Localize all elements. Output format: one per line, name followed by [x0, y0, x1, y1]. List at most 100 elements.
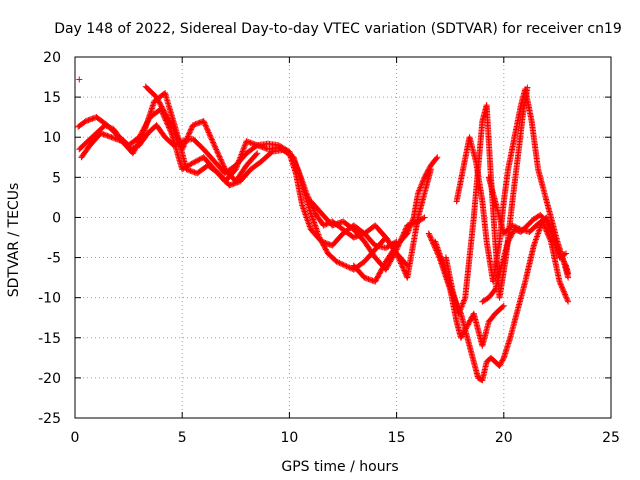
- data-point: [396, 257, 403, 264]
- data-point: [562, 261, 569, 268]
- data-point: [169, 123, 176, 130]
- data-point: [174, 134, 181, 141]
- data-point: [428, 236, 435, 243]
- data-point: [563, 295, 570, 302]
- data-point: [422, 171, 429, 178]
- data-point: [512, 223, 519, 230]
- data-point: [557, 280, 564, 287]
- data-point: [565, 298, 572, 305]
- series-track-4: [142, 83, 260, 185]
- data-point: [218, 159, 225, 166]
- data-point: [322, 246, 329, 253]
- data-point: [376, 270, 383, 277]
- data-point: [372, 278, 379, 285]
- data-point: [513, 224, 520, 231]
- data-point: [498, 358, 505, 365]
- data-point: [340, 261, 347, 268]
- data-point: [168, 122, 175, 129]
- data-point: [170, 142, 177, 149]
- data-point: [399, 264, 406, 271]
- outlier-point: [76, 76, 83, 83]
- y-tick-label: 10: [43, 130, 61, 146]
- data-point: [319, 239, 326, 246]
- data-point: [563, 294, 570, 301]
- data-point: [428, 237, 435, 244]
- data-point: [206, 130, 213, 137]
- data-point: [507, 233, 514, 240]
- data-point: [215, 152, 222, 159]
- data-point: [491, 287, 498, 294]
- data-point: [379, 265, 386, 272]
- data-point: [556, 278, 563, 285]
- data-point: [323, 247, 330, 254]
- data-point: [191, 159, 198, 166]
- data-point: [421, 214, 428, 221]
- data-point: [559, 285, 566, 292]
- data-point: [499, 357, 506, 364]
- data-point: [201, 119, 208, 126]
- data-point: [132, 144, 139, 151]
- data-point: [159, 106, 166, 113]
- data-point: [161, 108, 168, 115]
- data-point: [135, 139, 142, 146]
- data-point: [220, 162, 227, 169]
- data-point: [131, 147, 138, 154]
- data-point: [102, 122, 109, 129]
- data-point: [560, 258, 567, 265]
- data-point: [377, 269, 384, 276]
- data-point: [202, 122, 209, 129]
- data-point: [162, 110, 169, 117]
- data-point: [561, 259, 568, 266]
- data-point: [497, 360, 504, 367]
- data-point: [321, 243, 328, 250]
- y-tick-label: -15: [38, 331, 61, 347]
- y-tick-label: 0: [52, 210, 61, 226]
- y-tick-label: -5: [47, 251, 61, 267]
- data-point: [216, 153, 223, 160]
- plot-frame: [74, 56, 612, 419]
- data-point: [398, 260, 405, 267]
- data-point: [500, 302, 507, 309]
- data-point: [213, 146, 220, 153]
- data-point: [174, 136, 181, 143]
- data-point: [316, 234, 323, 241]
- y-tick-label: 20: [43, 50, 61, 66]
- data-point: [182, 139, 189, 146]
- data-point: [422, 172, 429, 179]
- data-point: [130, 148, 137, 155]
- data-point: [561, 251, 568, 258]
- x-tick-label: 5: [178, 430, 187, 446]
- data-point: [208, 135, 215, 142]
- data-point: [205, 129, 212, 136]
- data-point: [505, 237, 512, 244]
- data-point: [164, 114, 171, 121]
- data-point: [515, 225, 522, 232]
- y-tick-label: -20: [38, 371, 61, 387]
- data-point: [171, 129, 178, 136]
- data-point: [158, 103, 165, 110]
- data-point: [562, 291, 569, 298]
- data-point: [137, 135, 144, 142]
- data-point: [132, 146, 139, 153]
- data-point: [210, 140, 217, 147]
- y-tick-label: -25: [38, 411, 61, 427]
- data-point: [104, 123, 111, 130]
- x-tick-label: 0: [71, 430, 80, 446]
- data-point: [188, 125, 195, 132]
- data-point: [107, 124, 114, 131]
- data-point: [394, 253, 401, 260]
- series-track-7: [350, 155, 440, 285]
- data-point: [394, 251, 401, 258]
- data-point: [562, 250, 569, 257]
- data-point: [380, 262, 387, 269]
- data-point: [466, 318, 473, 325]
- data-point: [213, 147, 220, 154]
- data-point: [153, 94, 160, 101]
- data-point: [164, 115, 171, 122]
- data-point: [507, 234, 514, 241]
- data-point: [253, 151, 260, 158]
- data-point: [343, 263, 350, 270]
- data-point: [134, 142, 141, 149]
- data-point: [219, 160, 226, 167]
